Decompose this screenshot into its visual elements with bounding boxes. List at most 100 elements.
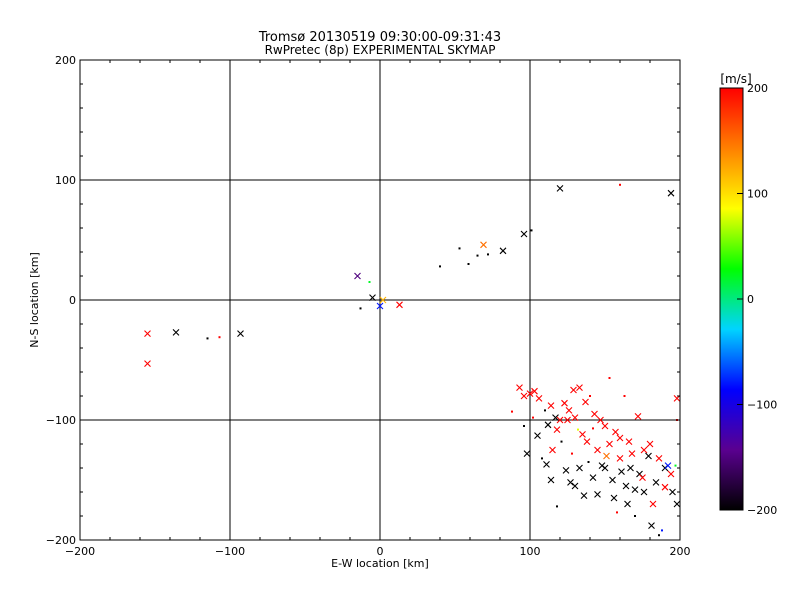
data-point-cross xyxy=(567,479,574,486)
data-point-cross xyxy=(627,464,634,472)
data-point-cross xyxy=(606,440,613,448)
colorbar-unit-label: [m/s] xyxy=(720,72,751,86)
data-point-dot xyxy=(532,416,534,419)
data-point-cross xyxy=(618,468,625,475)
data-point-cross xyxy=(655,455,663,462)
data-point-cross xyxy=(667,189,675,197)
data-point-dot xyxy=(541,457,543,460)
data-point-cross xyxy=(601,422,609,430)
data-point-dot xyxy=(608,377,611,379)
data-point-cross xyxy=(531,387,538,395)
data-point-cross xyxy=(583,438,591,445)
data-point-cross xyxy=(646,440,654,448)
data-point-cross xyxy=(144,360,151,367)
data-point-cross xyxy=(516,384,523,391)
data-point-dot xyxy=(458,247,461,250)
data-point-cross xyxy=(571,414,579,421)
data-point-dot xyxy=(589,395,591,397)
data-point-dot xyxy=(476,254,479,257)
data-point-cross xyxy=(480,241,487,249)
data-point-cross xyxy=(610,494,618,502)
colorbar-tick-label: 100 xyxy=(747,188,768,201)
data-point-cross xyxy=(556,416,564,424)
data-point-cross xyxy=(640,488,648,496)
data-point-cross xyxy=(535,395,543,402)
data-point-dot xyxy=(206,337,209,340)
data-point-cross xyxy=(543,461,550,468)
data-point-cross xyxy=(549,446,556,454)
data-points xyxy=(144,183,681,537)
data-point-cross xyxy=(580,492,588,499)
data-point-cross xyxy=(589,474,597,481)
data-point-dot xyxy=(577,428,579,431)
data-point-dot xyxy=(661,529,663,532)
data-point-cross xyxy=(594,446,601,454)
data-point-dot xyxy=(556,505,558,508)
data-point-cross xyxy=(523,450,531,457)
data-point-dot xyxy=(439,265,441,268)
data-point-dot xyxy=(523,425,525,427)
data-point-cross xyxy=(576,464,583,472)
x-tick-label: 0 xyxy=(377,545,384,558)
y-axis-label: N-S location [km] xyxy=(28,252,41,348)
data-point-dot xyxy=(368,281,371,283)
data-point-cross xyxy=(237,330,244,337)
data-point-cross xyxy=(369,294,376,301)
data-point-dot xyxy=(587,461,590,463)
data-point-cross xyxy=(354,272,361,280)
data-point-cross xyxy=(628,450,636,457)
data-point-dot xyxy=(571,452,573,455)
x-axis-label: E-W location [km] xyxy=(331,557,429,570)
data-point-cross xyxy=(639,474,646,481)
data-point-cross xyxy=(582,398,589,406)
data-point-dot xyxy=(530,229,533,232)
colorbar-tick-label: −100 xyxy=(747,399,777,412)
data-point-dot xyxy=(511,410,513,413)
data-point-dot xyxy=(560,440,563,443)
data-point-cross xyxy=(616,455,624,462)
data-point-dot xyxy=(616,511,618,514)
colorbar: −200 −100 0 100 200 xyxy=(719,82,777,517)
data-point-cross xyxy=(609,476,616,484)
colorbar-tick-label: 200 xyxy=(747,82,768,95)
data-point-cross xyxy=(396,301,403,309)
data-point-dot xyxy=(487,253,489,256)
data-point-dot xyxy=(634,515,636,517)
x-tick-label: −100 xyxy=(215,545,245,558)
data-point-cross xyxy=(564,416,571,424)
data-point-cross xyxy=(591,410,598,418)
x-tick-label: 100 xyxy=(520,545,541,558)
data-point-dot xyxy=(218,336,221,339)
data-point-cross xyxy=(144,330,151,337)
data-point-cross xyxy=(570,386,577,394)
y-tick-label: 200 xyxy=(55,54,76,67)
data-point-cross xyxy=(172,329,180,336)
data-point-cross xyxy=(556,185,564,192)
axes: −200 −100 0 100 200 −200 −100 0 100 200 xyxy=(46,54,691,558)
data-point-dot xyxy=(658,534,660,537)
data-point-cross xyxy=(649,500,657,508)
data-point-dot xyxy=(359,307,362,310)
data-point-cross xyxy=(597,416,604,424)
data-point-cross xyxy=(664,462,672,469)
data-point-dot xyxy=(592,427,594,430)
data-point-cross xyxy=(624,500,631,508)
data-point-cross xyxy=(652,479,660,486)
y-tick-label: 0 xyxy=(69,294,76,307)
chart-title: Tromsø 20130519 09:30:00-09:31:43 xyxy=(258,30,501,45)
data-point-cross xyxy=(673,500,681,508)
data-point-dot xyxy=(619,183,621,186)
colorbar-tick-label: 0 xyxy=(747,293,754,306)
data-point-cross xyxy=(648,522,655,529)
y-tick-label: 100 xyxy=(55,174,76,187)
data-point-dot xyxy=(544,409,546,412)
data-point-cross xyxy=(576,384,583,391)
data-point-cross xyxy=(520,392,528,400)
data-point-cross xyxy=(603,452,610,460)
y-tick-label: −100 xyxy=(46,414,76,427)
chart-subtitle: RwPretec (8p) EXPERIMENTAL SKYMAP xyxy=(265,43,496,57)
data-point-cross xyxy=(547,476,555,484)
data-point-cross xyxy=(379,296,387,304)
data-point-cross xyxy=(520,230,528,238)
